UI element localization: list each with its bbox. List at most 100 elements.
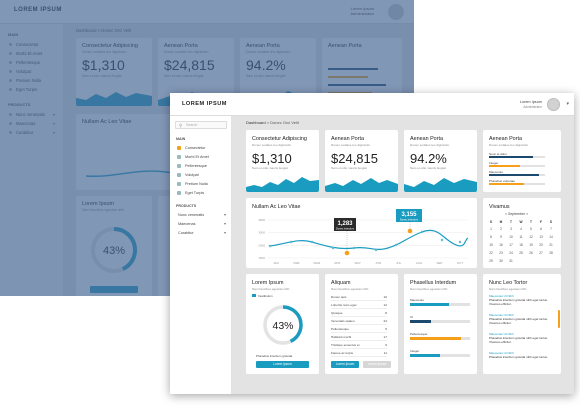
progress-label: Integer xyxy=(410,349,420,353)
search-input[interactable]: ⚲ Search xyxy=(175,121,227,129)
calendar-day[interactable]: 7 xyxy=(550,227,552,231)
calendar-day[interactable]: 15 xyxy=(489,243,493,247)
data-point[interactable] xyxy=(310,240,314,244)
sidebar-item-pretium[interactable]: Pretium Nulla xyxy=(170,180,232,188)
sidebar-item-morbi[interactable]: Morbi Et Amet xyxy=(170,153,232,161)
list-item[interactable]: Tristique senectus et 9 xyxy=(331,342,387,349)
calendar-day[interactable]: 9 xyxy=(500,235,502,239)
data-point[interactable] xyxy=(268,244,272,248)
legend-swatch xyxy=(252,294,256,297)
sidebar-item-pellentesque[interactable]: Pellentesque xyxy=(170,162,232,170)
calendar-day[interactable]: 30 xyxy=(499,259,503,263)
bar-label: Integer xyxy=(489,161,499,165)
list-card: Aliquam Nam faucibus egestas nibh Donec … xyxy=(325,274,398,374)
list-item[interactable]: Donec quis 10 xyxy=(331,294,387,301)
calendar-day[interactable]: 20 xyxy=(539,243,543,247)
sidebar-item-curabitur[interactable]: Curabitur ▾ xyxy=(170,229,232,237)
data-point[interactable] xyxy=(289,240,293,244)
feed-message[interactable]: Maecenas Ut Nibh Phasellus interdum gravi… xyxy=(489,351,555,359)
list-item[interactable]: Habitant morbi 17 xyxy=(331,334,387,341)
data-point[interactable] xyxy=(352,246,356,250)
sidebar-item-maecenas[interactable]: Maecenas ▾ xyxy=(170,220,232,228)
calendar-day[interactable]: 21 xyxy=(549,243,553,247)
brand-logo[interactable]: LOREM IPSUM xyxy=(182,101,227,107)
list-item-value: 24 xyxy=(383,319,387,323)
sidebar-item-eget[interactable]: Eget Turpis xyxy=(170,189,232,197)
callout-high-marker[interactable] xyxy=(407,228,413,234)
list-secondary-button[interactable]: Lorem Ipsum xyxy=(363,361,391,368)
chevron-down-icon: ▾ xyxy=(223,230,226,235)
avatar[interactable] xyxy=(547,98,560,111)
calendar-month-nav[interactable]: < September > xyxy=(505,212,529,216)
calendar-day[interactable]: 10 xyxy=(509,235,513,239)
chevron-down-icon[interactable]: ▾ xyxy=(566,101,569,107)
data-point[interactable] xyxy=(420,230,424,234)
calendar-day[interactable]: 23 xyxy=(499,251,503,255)
sidebar-item-consectetur[interactable]: Consectetur xyxy=(170,144,232,152)
scrollbar[interactable] xyxy=(558,310,560,328)
weekday-label: F xyxy=(540,220,542,224)
breadcrumb-root[interactable]: Dashboard xyxy=(246,120,266,125)
calendar-day[interactable]: 28 xyxy=(549,251,553,255)
calendar-title: Vivamus xyxy=(489,204,510,210)
stat-title: Aenean Porta xyxy=(410,136,443,142)
calendar-day[interactable]: 22 xyxy=(489,251,493,255)
calendar-day[interactable]: 12 xyxy=(529,235,533,239)
calendar-day[interactable]: 11 xyxy=(519,235,523,239)
calendar-day[interactable]: 1 xyxy=(490,227,492,231)
list-item[interactable]: Lobortis nunc eget 12 xyxy=(331,302,387,309)
x-tick-label: JUL xyxy=(396,261,402,265)
calendar-card: Vivamus < September > S M T W T F S 1 2 3 4 5 6 7 8 9 10… xyxy=(483,198,561,268)
calendar-day[interactable]: 5 xyxy=(530,227,532,231)
stat-subtitle: Donec sodales leo dignissim xyxy=(331,143,371,147)
list-item-value: 11 xyxy=(383,351,387,355)
weekday-label: W xyxy=(519,220,523,224)
data-point[interactable] xyxy=(374,248,378,252)
data-point[interactable] xyxy=(331,246,335,250)
sidebar-item-volutpat[interactable]: Volutpat xyxy=(170,171,232,179)
area-sparkline xyxy=(404,178,477,192)
calendar-day[interactable]: 16 xyxy=(499,243,503,247)
calendar-day[interactable]: 27 xyxy=(539,251,543,255)
data-point[interactable] xyxy=(394,243,398,247)
sidebar-item-nunc[interactable]: Nunc venenatis ▾ xyxy=(170,211,232,219)
data-point[interactable] xyxy=(458,240,462,244)
calendar-day[interactable]: 29 xyxy=(489,259,493,263)
sidebar-item-label: Eget Turpis xyxy=(185,191,205,195)
user-info[interactable]: Lorem Ipsum Administrator xyxy=(520,100,542,110)
calendar-day[interactable]: 17 xyxy=(509,243,513,247)
dashboard-window: LOREM IPSUM Lorem Ipsum Administrator ▾ ⚲… xyxy=(170,93,574,394)
list-item[interactable]: Pellentesque 5 xyxy=(331,326,387,333)
list-item-label: Fames ac turpis xyxy=(331,351,354,355)
calendar-day[interactable]: 8 xyxy=(490,235,492,239)
calendar-day[interactable]: 2 xyxy=(500,227,502,231)
calendar-day[interactable]: 31 xyxy=(509,259,513,263)
bar-fill xyxy=(489,183,524,185)
calendar-day[interactable]: 26 xyxy=(529,251,533,255)
list-item[interactable]: Venenatis sapien 24 xyxy=(331,318,387,325)
feed-message[interactable]: Maecenas Ut Nibh Phasellus interdum gravi… xyxy=(489,332,555,344)
calendar-day[interactable]: 19 xyxy=(529,243,533,247)
calendar-day[interactable]: 3 xyxy=(510,227,512,231)
bars-card-subtitle: Donec sodales leo dignissim xyxy=(489,143,529,147)
list-item-value: 5 xyxy=(385,327,387,331)
feed-message[interactable]: Maecenas Ut Nibh Phasellus interdum gravi… xyxy=(489,313,555,325)
calendar-day[interactable]: 14 xyxy=(549,235,553,239)
calendar-day[interactable]: 4 xyxy=(520,227,522,231)
data-point[interactable] xyxy=(440,238,444,242)
chart-icon xyxy=(177,164,181,168)
feed-message[interactable]: Maecenas Ut Nibh Phasellus interdum gravi… xyxy=(489,294,555,306)
calendar-day[interactable]: 25 xyxy=(519,251,523,255)
progress-track xyxy=(410,303,470,306)
calendar-day[interactable]: 6 xyxy=(540,227,542,231)
progress-fill xyxy=(410,337,461,340)
callout-low-marker[interactable] xyxy=(344,250,350,256)
calendar-day[interactable]: 13 xyxy=(539,235,543,239)
list-primary-button[interactable]: Lorem Ipsum xyxy=(331,361,359,368)
calendar-day[interactable]: 18 xyxy=(519,243,523,247)
donut-action-button[interactable]: Lorem Ipsum xyxy=(256,361,309,368)
list-item[interactable]: Fames ac turpis 11 xyxy=(331,350,387,357)
list-item[interactable]: Quisque 8 xyxy=(331,310,387,317)
calendar-day[interactable]: 24 xyxy=(509,251,513,255)
line-chart[interactable]: 4500 3000 2000 1500 JAN FEB MAR APR MAY JUN JUL AUG… xyxy=(246,198,477,268)
